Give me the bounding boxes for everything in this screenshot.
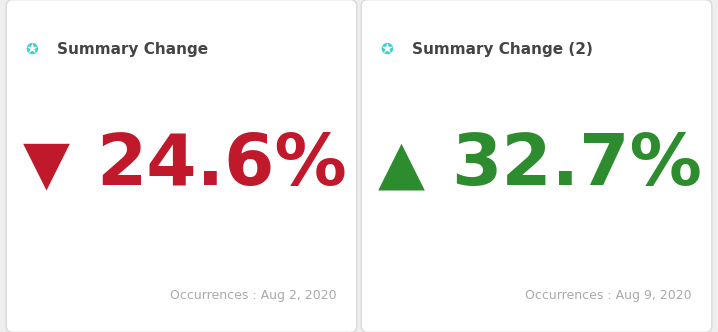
FancyBboxPatch shape (6, 0, 357, 332)
Text: Summary Change: Summary Change (57, 42, 208, 57)
Text: 24.6%: 24.6% (96, 131, 348, 201)
Text: Occurrences : Aug 2, 2020: Occurrences : Aug 2, 2020 (170, 289, 337, 302)
Text: ▼: ▼ (23, 136, 70, 196)
Text: Occurrences : Aug 9, 2020: Occurrences : Aug 9, 2020 (525, 289, 691, 302)
Text: ✪: ✪ (25, 42, 38, 57)
Text: ▲: ▲ (378, 136, 425, 196)
Text: Summary Change (2): Summary Change (2) (412, 42, 592, 57)
Text: 32.7%: 32.7% (452, 131, 702, 201)
FancyBboxPatch shape (361, 0, 712, 332)
Text: ✪: ✪ (380, 42, 393, 57)
